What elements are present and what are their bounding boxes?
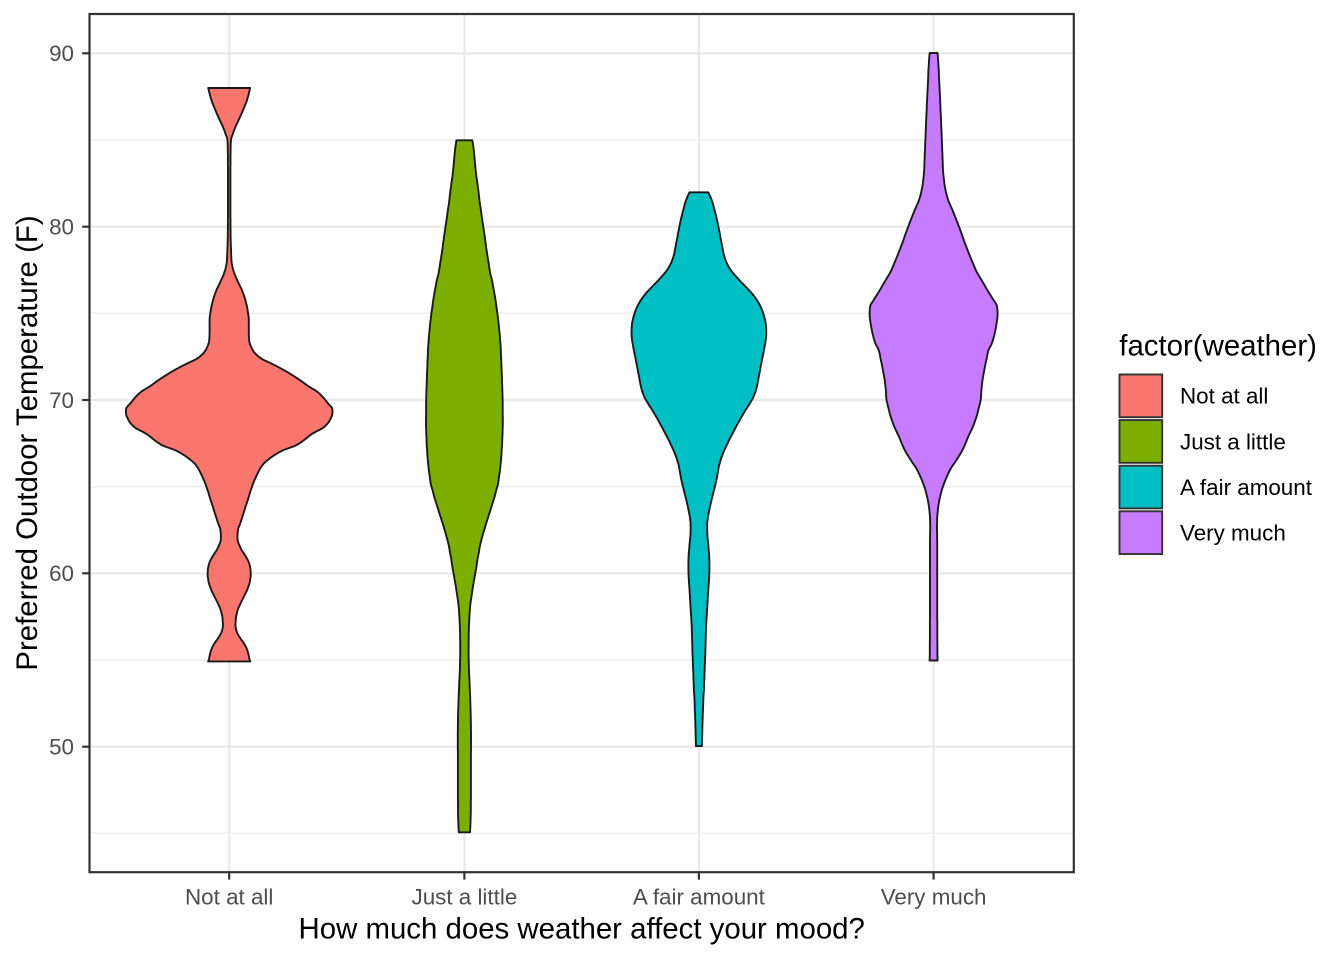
svg-text:Preferred Outdoor Temperature: Preferred Outdoor Temperature (F) [11,215,44,670]
svg-text:60: 60 [49,561,74,586]
svg-text:Very much: Very much [881,884,987,909]
svg-text:Just a little: Just a little [412,884,518,909]
svg-text:70: 70 [49,388,74,413]
svg-text:A fair amount: A fair amount [1180,475,1313,500]
svg-text:factor(weather): factor(weather) [1119,330,1317,363]
svg-text:How much does weather affect y: How much does weather affect your mood? [299,913,865,946]
svg-text:Just a little: Just a little [1180,429,1286,454]
svg-text:Very much: Very much [1180,520,1286,545]
svg-text:90: 90 [49,41,74,66]
svg-text:A fair amount: A fair amount [633,884,766,909]
svg-text:50: 50 [49,735,74,760]
svg-text:80: 80 [49,215,74,240]
svg-text:Not at all: Not at all [185,884,273,909]
svg-text:Not at all: Not at all [1180,384,1268,409]
